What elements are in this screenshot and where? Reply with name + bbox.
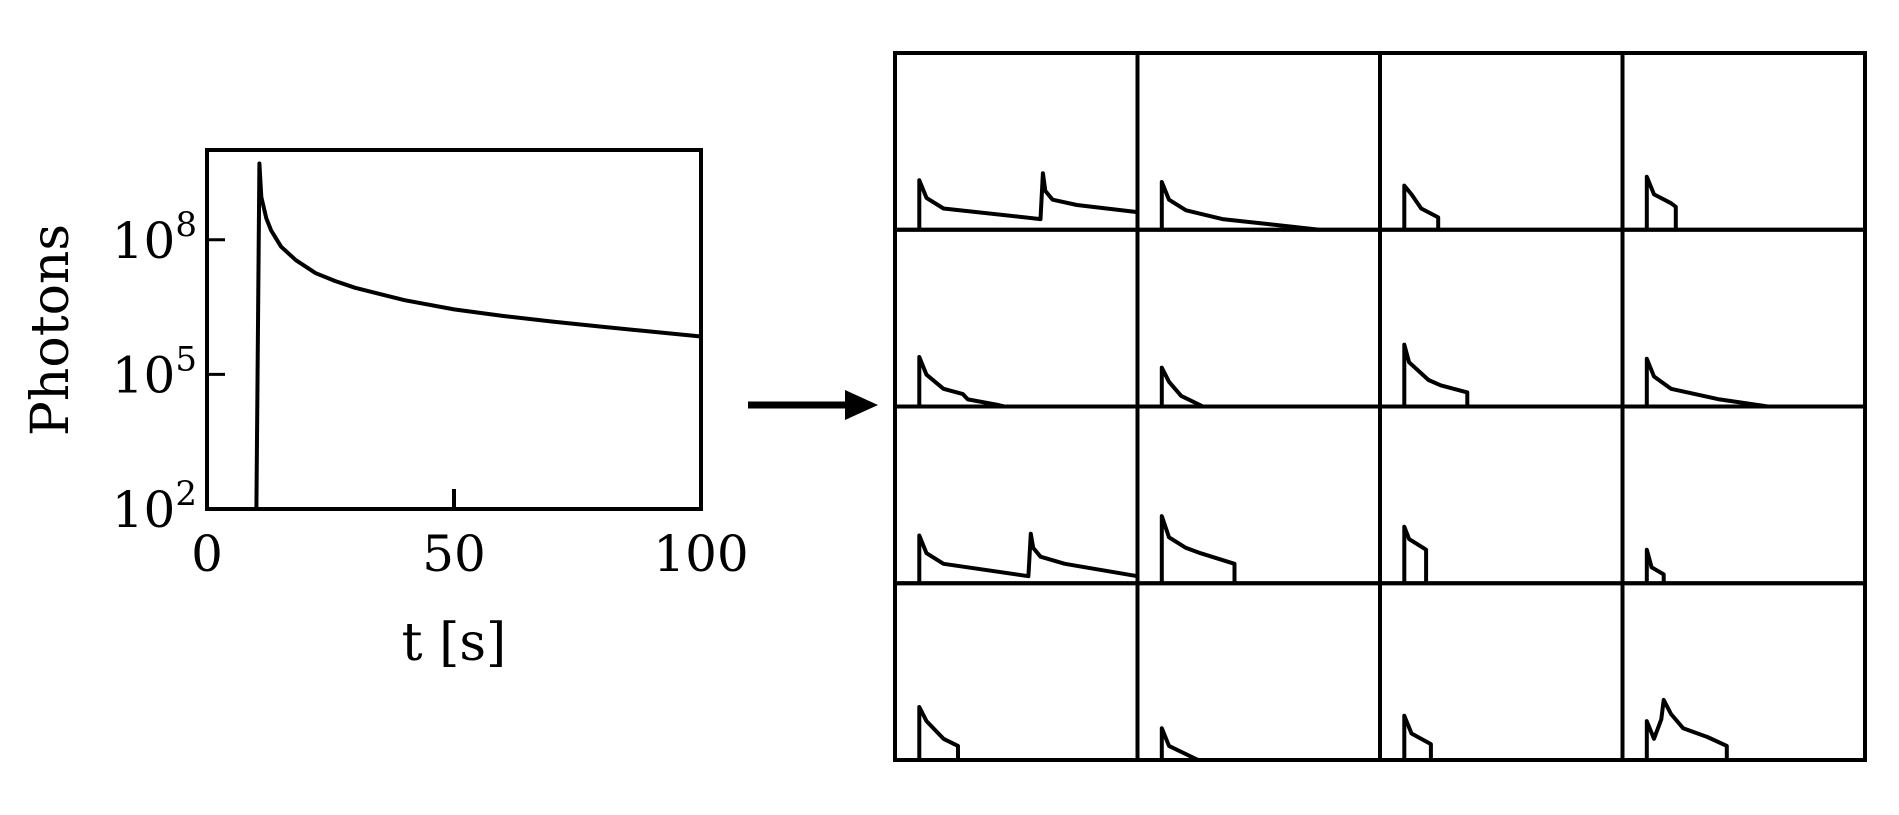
subpanel-series-line [1159, 365, 1204, 409]
subpanel-frame [893, 581, 1140, 762]
subpanel-frame [1378, 581, 1625, 762]
subpanel-series-line [1159, 514, 1237, 584]
subpanel-frame [1620, 51, 1867, 232]
left-ticks [205, 238, 703, 511]
subpanel-frame [1620, 404, 1867, 586]
x-tick-label: 50 [422, 525, 486, 583]
subpanel-frame [1378, 404, 1625, 586]
subpanel-series-line [1644, 697, 1729, 760]
subpanel-frame [1135, 227, 1382, 409]
subpanel-series-line [917, 705, 960, 760]
x-tick-label: 100 [653, 525, 748, 583]
subpanel-series-line [1644, 356, 1769, 409]
subpanel-series-line [1402, 713, 1433, 760]
subpanel-series-line [1159, 180, 1320, 232]
subpanel-frame [1620, 581, 1867, 762]
subpanel-frame [1378, 227, 1625, 409]
left-tick-labels: 0 50 100 102 105 108 [112, 205, 749, 583]
subpanel-series-line [1402, 524, 1429, 584]
subpanel-series-line [1402, 183, 1441, 230]
y-tick-label: 102 [112, 474, 197, 539]
x-axis-label: t [s] [402, 613, 507, 673]
subpanel-series-line [1402, 342, 1470, 407]
subpanel-frame [1135, 581, 1382, 762]
x-tick-label: 0 [191, 525, 223, 583]
subpanel-grid [893, 51, 1867, 762]
subpanel-series-line [1159, 726, 1199, 762]
subpanel-series-line [1644, 547, 1666, 584]
series-line [254, 161, 702, 510]
photons-time-chart: 0 50 100 102 105 108 t [s] Photons [21, 148, 749, 673]
subpanel-series-line [917, 171, 1138, 230]
y-tick-label: 108 [112, 205, 197, 270]
y-axis-label: Photons [21, 224, 81, 436]
subpanel-frame [1135, 404, 1382, 586]
arrow [748, 390, 878, 420]
subpanel-series-line [917, 531, 1138, 584]
subpanel-series-line [1644, 174, 1678, 230]
y-tick-label: 105 [112, 339, 197, 404]
subpanel-series-line [917, 355, 1005, 409]
